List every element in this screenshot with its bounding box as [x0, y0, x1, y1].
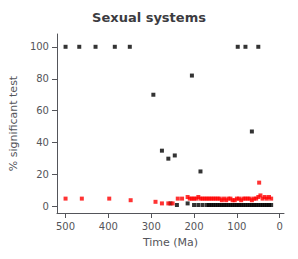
- svg-text:400: 400: [99, 221, 118, 232]
- svg-text:60: 60: [36, 105, 49, 116]
- svg-text:0: 0: [43, 201, 49, 212]
- svg-text:300: 300: [142, 221, 161, 232]
- svg-text:100: 100: [30, 41, 49, 52]
- svg-text:20: 20: [36, 169, 49, 180]
- svg-text:100: 100: [227, 221, 246, 232]
- svg-text:0: 0: [277, 221, 283, 232]
- svg-text:% significant test: % significant test: [7, 75, 20, 171]
- svg-text:200: 200: [185, 221, 204, 232]
- svg-text:80: 80: [36, 73, 49, 84]
- svg-text:Sexual systems: Sexual systems: [92, 10, 206, 25]
- svg-text:Time (Ma): Time (Ma): [142, 236, 198, 249]
- svg-text:500: 500: [56, 221, 75, 232]
- svg-text:40: 40: [36, 137, 49, 148]
